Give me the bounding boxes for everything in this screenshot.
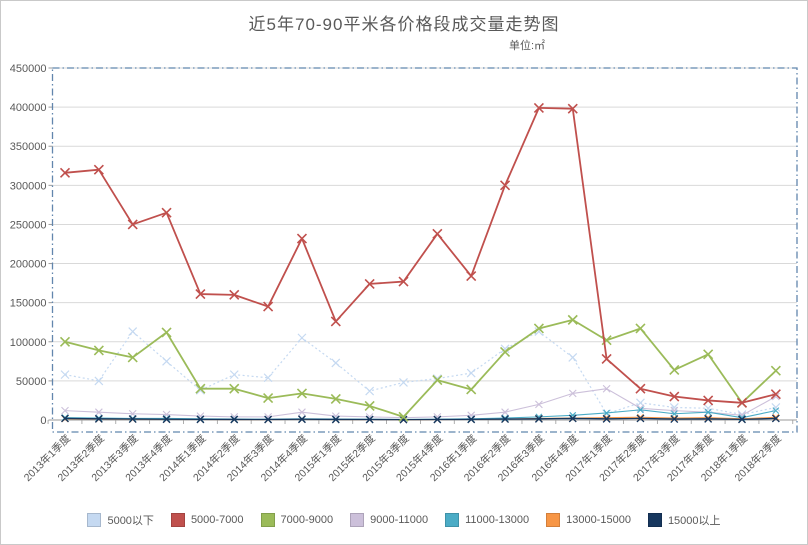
chart-subtitle: 单位:㎡: [509, 40, 546, 52]
chart-title: 近5年70-90平米各价格段成交量走势图: [248, 15, 560, 34]
legend-item[interactable]: 13000-15000: [546, 513, 631, 527]
legend-swatch: [350, 513, 365, 527]
series-marker: [60, 327, 781, 419]
legend-item[interactable]: 9000-11000: [350, 513, 428, 527]
legend-item[interactable]: 7000-9000: [260, 513, 334, 527]
legend-item[interactable]: 11000-13000: [445, 513, 529, 527]
legend-label: 7000-9000: [280, 514, 334, 526]
chart-legend: 5000以下 5000-7000 7000-9000 9000-11000 11000-…: [1, 512, 807, 528]
y-axis-label: 350000: [10, 141, 47, 153]
legend-label: 5000-7000: [190, 514, 244, 526]
legend-label: 11000-13000: [465, 514, 530, 526]
legend-swatch: [546, 513, 561, 527]
y-axis-label: 50000: [16, 376, 47, 388]
y-axis-label: 300000: [10, 180, 47, 192]
series-line: [64, 106, 777, 404]
y-axis-label: 0: [40, 415, 46, 427]
legend-swatch: [170, 513, 185, 527]
y-axis-label: 200000: [10, 259, 47, 271]
y-axis-label: 100000: [10, 337, 47, 349]
series-line: [64, 331, 776, 416]
series-marker: [61, 414, 780, 424]
series-marker: [59, 102, 781, 408]
legend-item[interactable]: 5000以下: [87, 512, 154, 528]
legend-swatch: [87, 513, 102, 527]
legend-swatch: [260, 513, 275, 527]
y-axis-label: 400000: [10, 102, 47, 114]
series-line: [64, 318, 777, 418]
legend-item[interactable]: 5000-7000: [170, 513, 244, 527]
legend-swatch: [647, 513, 662, 527]
y-axis-label: 450000: [10, 63, 47, 75]
legend-label: 13000-15000: [566, 514, 631, 526]
legend-swatch: [445, 513, 460, 527]
legend-label: 9000-11000: [370, 514, 429, 526]
series-line: [64, 388, 777, 419]
legend-label: 5000以下: [107, 515, 154, 527]
series-marker: [59, 314, 781, 422]
legend-label: 15000以上: [667, 515, 721, 527]
legend-item[interactable]: 15000以上: [647, 512, 721, 528]
series-line: [64, 417, 776, 421]
y-axis-label: 150000: [10, 298, 47, 310]
y-axis-label: 250000: [10, 219, 47, 231]
plot-border: [51, 67, 798, 433]
